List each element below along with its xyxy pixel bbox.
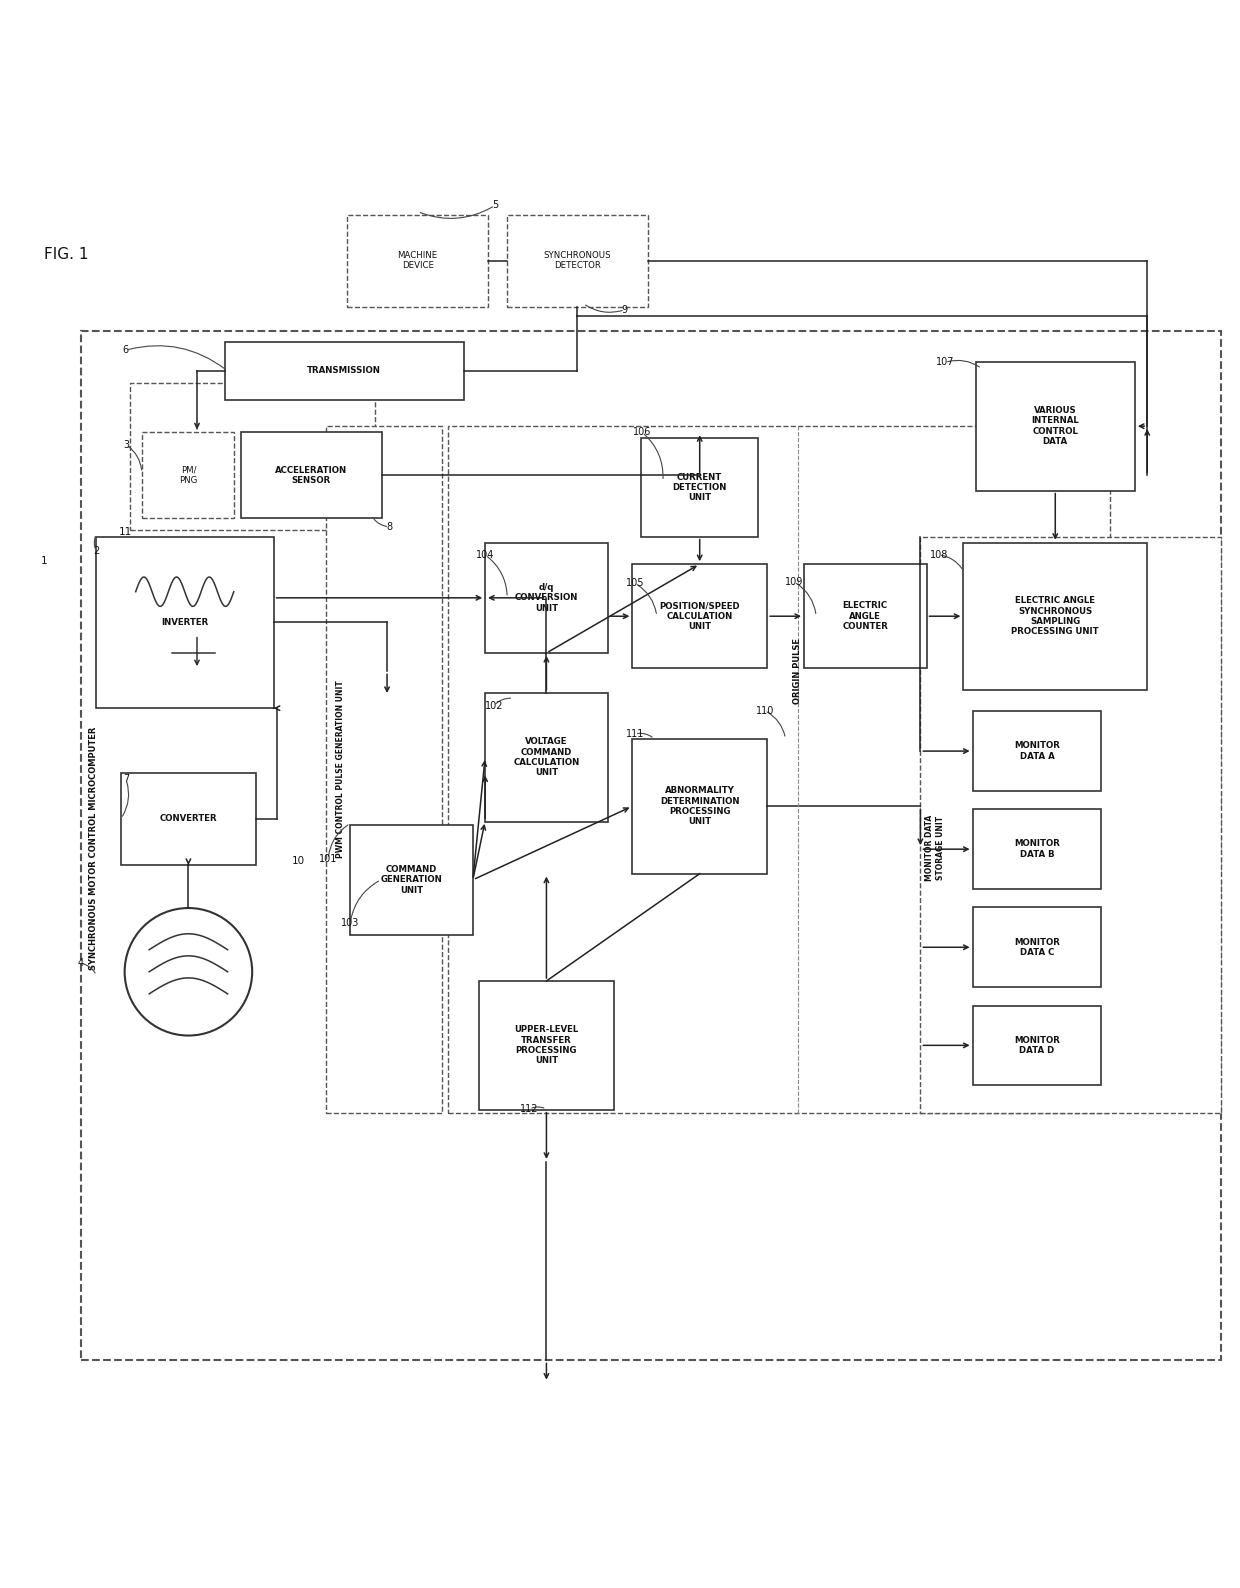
Text: ABNORMALITY
DETERMINATION
PROCESSING
UNIT: ABNORMALITY DETERMINATION PROCESSING UNI… (660, 786, 739, 826)
Text: ORIGIN PULSE: ORIGIN PULSE (794, 638, 802, 705)
Text: 107: 107 (936, 357, 954, 367)
Text: PM/
PNG: PM/ PNG (180, 465, 197, 484)
FancyBboxPatch shape (972, 907, 1101, 988)
Text: 103: 103 (341, 918, 360, 927)
FancyBboxPatch shape (972, 1005, 1101, 1085)
Text: SYNCHRONOUS
DETECTOR: SYNCHRONOUS DETECTOR (543, 251, 611, 270)
Text: ELECTRIC
ANGLE
COUNTER: ELECTRIC ANGLE COUNTER (842, 602, 888, 630)
FancyBboxPatch shape (920, 537, 1221, 1113)
FancyBboxPatch shape (81, 330, 1221, 1361)
Text: 112: 112 (520, 1104, 538, 1115)
Text: 7: 7 (123, 775, 129, 784)
FancyBboxPatch shape (224, 341, 464, 400)
Text: 10: 10 (293, 856, 305, 867)
Text: MONITOR
DATA C: MONITOR DATA C (1014, 937, 1060, 958)
FancyBboxPatch shape (347, 214, 489, 306)
Text: 104: 104 (476, 549, 495, 561)
Text: 105: 105 (625, 578, 644, 588)
Text: MACHINE
DEVICE: MACHINE DEVICE (398, 251, 438, 270)
Text: 1: 1 (41, 556, 47, 565)
Text: 5: 5 (492, 200, 498, 211)
FancyBboxPatch shape (804, 564, 926, 669)
FancyBboxPatch shape (972, 711, 1101, 791)
FancyBboxPatch shape (449, 426, 1111, 1113)
FancyBboxPatch shape (143, 432, 234, 518)
FancyBboxPatch shape (976, 362, 1135, 491)
FancyBboxPatch shape (485, 543, 608, 653)
FancyBboxPatch shape (963, 543, 1147, 689)
FancyBboxPatch shape (972, 810, 1101, 889)
Text: VOLTAGE
COMMAND
CALCULATION
UNIT: VOLTAGE COMMAND CALCULATION UNIT (513, 737, 579, 777)
Text: 111: 111 (625, 729, 644, 738)
Text: CURRENT
DETECTION
UNIT: CURRENT DETECTION UNIT (672, 473, 727, 502)
Text: CONVERTER: CONVERTER (160, 815, 217, 823)
Text: 9: 9 (621, 305, 627, 314)
Text: TRANSMISSION: TRANSMISSION (308, 367, 381, 375)
Text: 4: 4 (77, 958, 83, 969)
Text: 109: 109 (785, 576, 804, 588)
FancyBboxPatch shape (326, 426, 443, 1113)
FancyBboxPatch shape (485, 692, 608, 821)
Text: 108: 108 (930, 549, 947, 561)
Text: 102: 102 (485, 700, 503, 711)
FancyBboxPatch shape (122, 772, 255, 864)
FancyBboxPatch shape (479, 981, 614, 1110)
FancyBboxPatch shape (507, 214, 647, 306)
Text: POSITION/SPEED
CALCULATION
UNIT: POSITION/SPEED CALCULATION UNIT (660, 602, 740, 630)
Text: 101: 101 (319, 854, 337, 864)
FancyBboxPatch shape (632, 738, 768, 873)
Text: VARIOUS
INTERNAL
CONTROL
DATA: VARIOUS INTERNAL CONTROL DATA (1032, 407, 1079, 446)
FancyBboxPatch shape (632, 564, 768, 669)
FancyBboxPatch shape (350, 824, 472, 935)
Text: 8: 8 (387, 522, 393, 532)
Text: 11: 11 (119, 527, 133, 537)
Text: 106: 106 (632, 427, 651, 437)
FancyBboxPatch shape (641, 438, 758, 537)
Text: d/q
CONVERSION
UNIT: d/q CONVERSION UNIT (515, 583, 578, 613)
Text: PWM CONTROL PULSE GENERATION UNIT: PWM CONTROL PULSE GENERATION UNIT (336, 681, 345, 859)
Text: 2: 2 (93, 546, 99, 556)
Text: ACCELERATION
SENSOR: ACCELERATION SENSOR (275, 465, 347, 484)
FancyBboxPatch shape (129, 383, 374, 530)
Text: 6: 6 (123, 345, 129, 356)
Text: ELECTRIC ANGLE
SYNCHRONOUS
SAMPLING
PROCESSING UNIT: ELECTRIC ANGLE SYNCHRONOUS SAMPLING PROC… (1012, 596, 1099, 637)
FancyBboxPatch shape (241, 432, 382, 518)
Circle shape (125, 908, 252, 1035)
Text: MONITOR DATA
STORAGE UNIT: MONITOR DATA STORAGE UNIT (925, 815, 945, 881)
Text: 3: 3 (123, 440, 129, 449)
Text: COMMAND
GENERATION
UNIT: COMMAND GENERATION UNIT (381, 865, 443, 894)
Text: INVERTER: INVERTER (161, 618, 208, 627)
Text: SYNCHRONOUS MOTOR CONTROL MICROCOMPUTER: SYNCHRONOUS MOTOR CONTROL MICROCOMPUTER (89, 726, 98, 970)
Text: 110: 110 (755, 705, 774, 716)
Text: UPPER-LEVEL
TRANSFER
PROCESSING
UNIT: UPPER-LEVEL TRANSFER PROCESSING UNIT (515, 1026, 579, 1066)
Text: MONITOR
DATA A: MONITOR DATA A (1014, 742, 1060, 761)
FancyBboxPatch shape (95, 537, 274, 708)
Text: FIG. 1: FIG. 1 (43, 248, 88, 262)
Text: MONITOR
DATA D: MONITOR DATA D (1014, 1035, 1060, 1054)
Text: MONITOR
DATA B: MONITOR DATA B (1014, 840, 1060, 859)
